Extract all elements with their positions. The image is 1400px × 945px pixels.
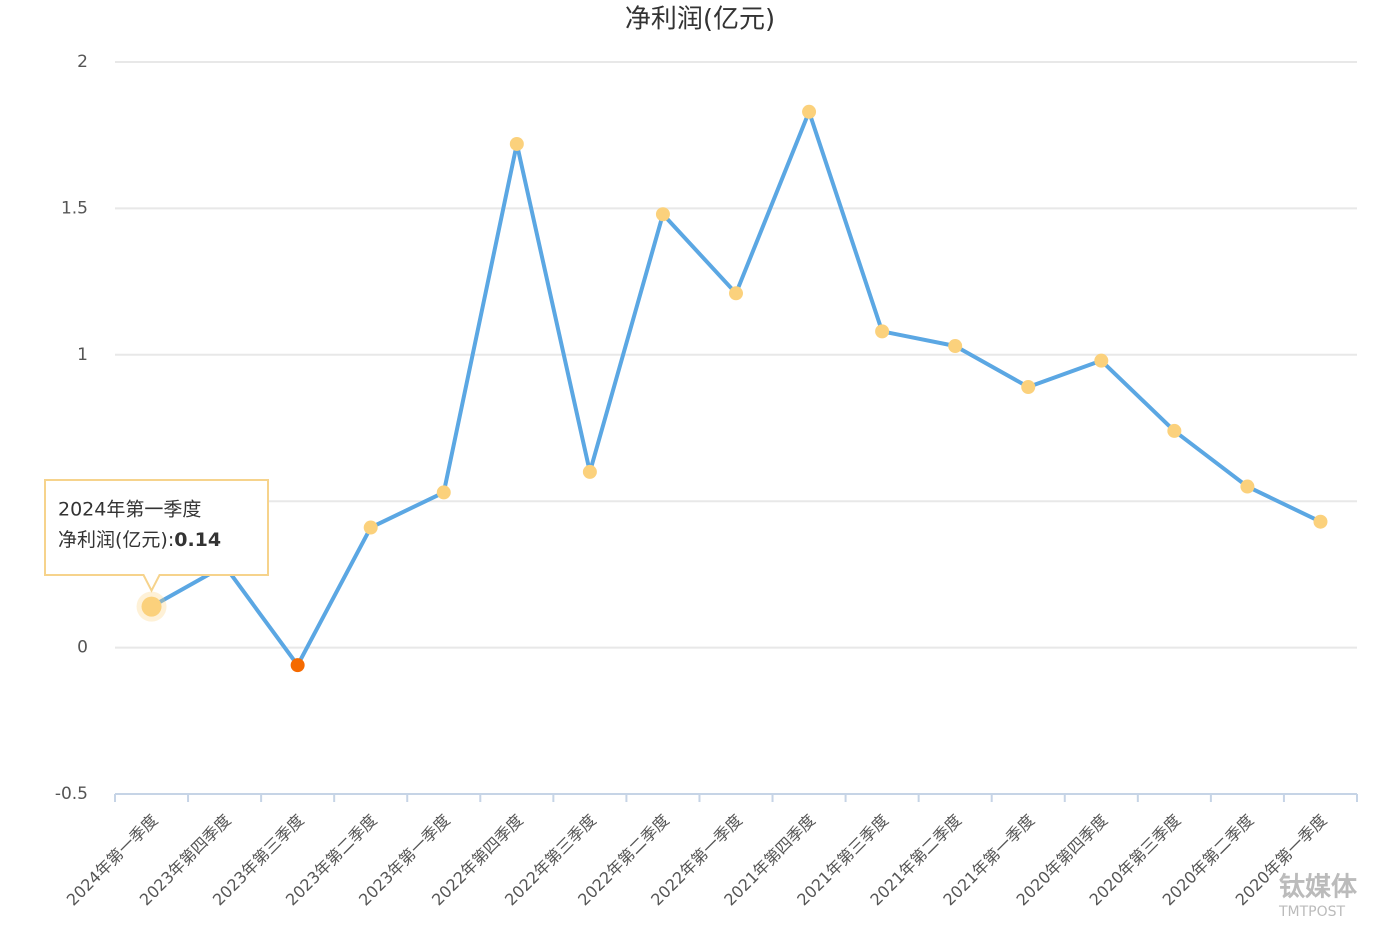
chart-title: 净利润(亿元) xyxy=(625,5,775,35)
point xyxy=(582,464,597,479)
point xyxy=(1094,353,1109,368)
point xyxy=(141,596,162,617)
line xyxy=(150,109,1322,668)
y-tick-label: -0.5 xyxy=(55,784,88,804)
point xyxy=(509,136,524,151)
point xyxy=(802,104,817,119)
point xyxy=(1240,479,1255,494)
y-tick-label: 1 xyxy=(77,345,88,365)
tooltip-label: 净利润(亿元):0.14 xyxy=(58,529,221,551)
point xyxy=(655,207,670,222)
tooltip-category: 2024年第一季度 xyxy=(58,499,201,521)
y-tick-label: 2 xyxy=(77,52,88,72)
tooltip-value: 0.14 xyxy=(174,529,221,551)
point xyxy=(436,485,451,500)
watermark-sub: TMTPOST xyxy=(1278,904,1346,920)
point xyxy=(875,324,890,339)
tooltip-box xyxy=(44,479,269,593)
point xyxy=(290,658,305,673)
point xyxy=(1167,423,1182,438)
point xyxy=(729,286,743,301)
y-tick-label: 1.5 xyxy=(61,198,88,218)
y-tick-label: 0 xyxy=(77,638,88,658)
point xyxy=(948,339,963,354)
watermark: 钛媒体 xyxy=(1279,873,1358,903)
point xyxy=(363,520,378,535)
point xyxy=(1021,380,1036,395)
point xyxy=(1313,514,1328,529)
tooltip-series: 净利润(亿元): xyxy=(58,529,174,551)
